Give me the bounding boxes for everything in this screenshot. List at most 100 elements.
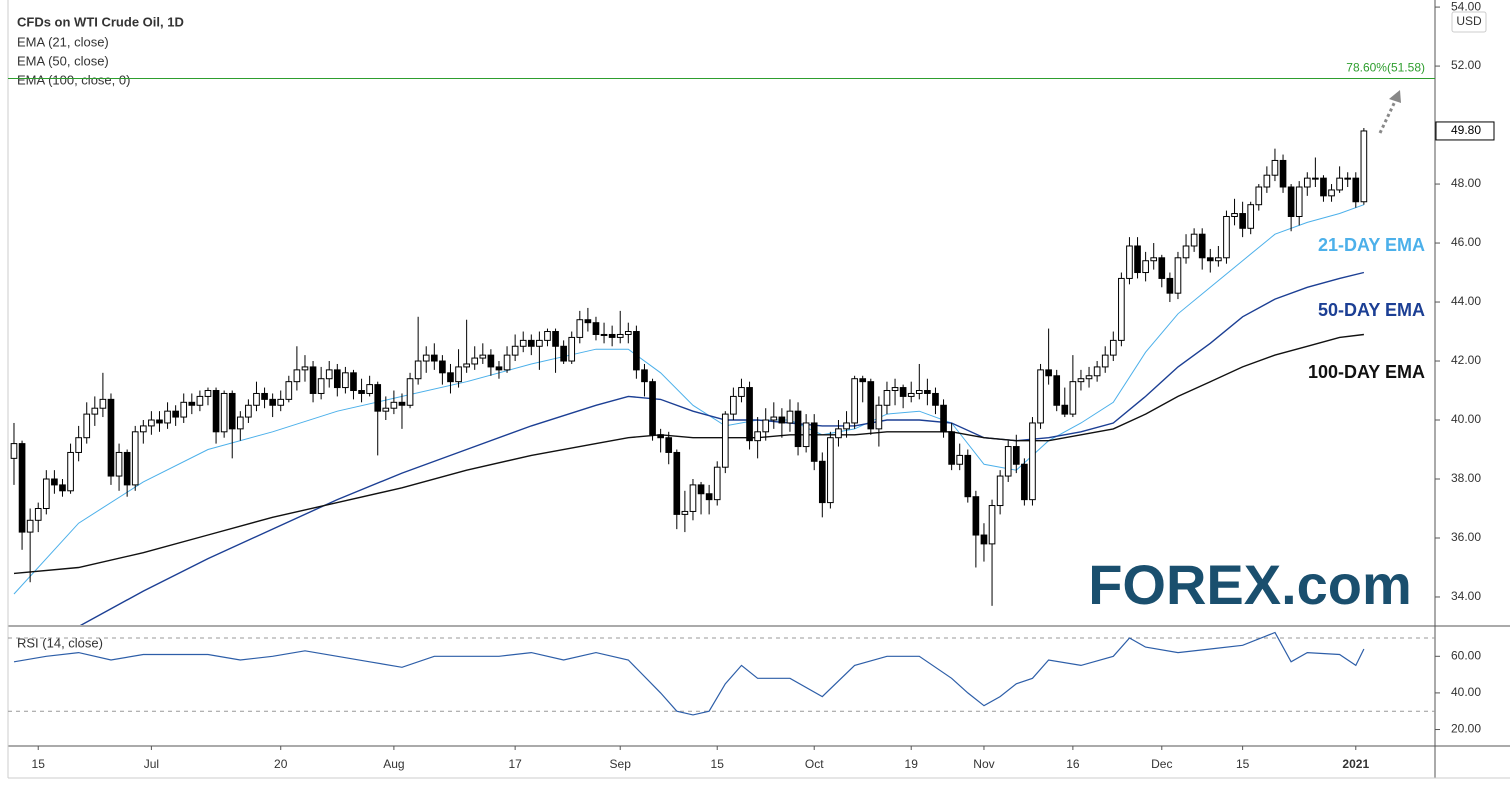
candle-body <box>730 395 737 415</box>
candle-body <box>511 345 519 356</box>
candle-body <box>1061 404 1069 415</box>
rsi-pane <box>8 631 1435 716</box>
candle-body <box>1328 189 1335 197</box>
x-tick-label: 15 <box>1236 757 1250 771</box>
y-tick-label: 38.00 <box>1451 471 1481 485</box>
y-tick-label: 40.00 <box>1451 412 1481 426</box>
candle-body <box>26 519 34 533</box>
candle-body <box>196 395 204 406</box>
candle-body <box>1263 174 1271 188</box>
candle-body <box>1053 375 1061 406</box>
x-tick-label: 19 <box>905 757 919 771</box>
candle-body <box>1166 277 1174 294</box>
candle-body <box>891 387 899 392</box>
x-tick-label: Aug <box>383 757 404 771</box>
candle-body <box>269 398 276 406</box>
candle-body <box>1295 186 1303 217</box>
candle-body <box>382 407 390 412</box>
candle-body <box>333 369 341 389</box>
candle-body <box>770 416 778 421</box>
candle-body <box>1029 422 1036 501</box>
ema-annotation: 100-DAY EMA <box>1308 362 1425 382</box>
y-tick-label: 54.00 <box>1451 0 1481 13</box>
candle-body <box>422 354 430 362</box>
candle-body <box>228 392 236 430</box>
arrow-line <box>1378 94 1400 134</box>
x-tick-label: Sep <box>610 757 632 771</box>
candle-body <box>649 381 656 436</box>
candle-body <box>843 422 850 430</box>
candle-body <box>899 387 907 397</box>
candle-body <box>1069 381 1077 415</box>
candle-body <box>1247 204 1255 229</box>
candle-body <box>552 331 559 347</box>
candle-body <box>1101 354 1109 368</box>
candle-body <box>915 390 923 394</box>
candle-body <box>455 366 462 383</box>
candle-body <box>907 392 915 397</box>
candle-body <box>641 369 648 383</box>
candle-body <box>1045 369 1052 377</box>
rsi-y-tick-label: 20.00 <box>1451 722 1481 736</box>
candle-body <box>810 422 818 462</box>
candle-body <box>236 416 244 430</box>
candle-body <box>778 416 786 424</box>
candle-body <box>600 333 608 336</box>
candle-body <box>131 431 139 486</box>
candle-body <box>786 410 794 424</box>
candle-body <box>1360 130 1368 203</box>
candle-body <box>414 360 422 380</box>
rsi-line <box>13 631 1365 716</box>
candle-body <box>1126 245 1133 279</box>
candle-body <box>75 437 82 453</box>
candle-body <box>439 360 446 374</box>
y-tick-label: 46.00 <box>1451 235 1481 249</box>
candle-body <box>406 378 414 406</box>
candle-body <box>932 392 939 406</box>
candle-body <box>996 475 1004 507</box>
candle-body <box>487 354 495 368</box>
candle-body <box>1223 215 1230 259</box>
candle-body <box>18 443 26 533</box>
candle-body <box>309 366 317 394</box>
candle-body <box>99 398 107 409</box>
legend-entry: EMA (21, close) <box>17 34 109 49</box>
candle-body <box>544 331 551 341</box>
candle-body <box>261 392 268 400</box>
candle-body <box>1174 257 1182 294</box>
candle-body <box>1037 369 1044 424</box>
candle-body <box>1312 177 1319 180</box>
y-tick-label: 42.00 <box>1451 353 1481 367</box>
ema-annotation: 50-DAY EMA <box>1318 300 1425 320</box>
candle-body <box>608 333 616 338</box>
candle-body <box>924 390 931 394</box>
candle-body <box>1344 177 1352 180</box>
y-tick-label: 44.00 <box>1451 294 1481 308</box>
candle-body <box>148 419 155 427</box>
candle-body <box>827 437 834 504</box>
candle-body <box>681 510 689 515</box>
candle-body <box>697 484 705 495</box>
candle-body <box>1004 446 1012 477</box>
candle-body <box>940 404 947 433</box>
candle-body <box>1190 233 1198 247</box>
candle-body <box>713 466 721 501</box>
x-tick-label: 20 <box>274 757 288 771</box>
candle-body <box>883 390 891 406</box>
candle-body <box>527 339 535 347</box>
candle-body <box>245 404 252 418</box>
y-tick-label: 48.00 <box>1451 176 1481 190</box>
candle-body <box>1118 277 1125 341</box>
candle-body <box>721 413 729 468</box>
candle-body <box>342 372 349 389</box>
candle-body <box>164 410 171 424</box>
candle-body <box>188 401 196 406</box>
candle-body <box>665 437 673 453</box>
x-tick-label: Nov <box>973 757 994 771</box>
candle-body <box>1182 245 1190 259</box>
candle-body <box>576 319 584 338</box>
candle-body <box>616 333 624 338</box>
candle-body <box>859 378 867 383</box>
